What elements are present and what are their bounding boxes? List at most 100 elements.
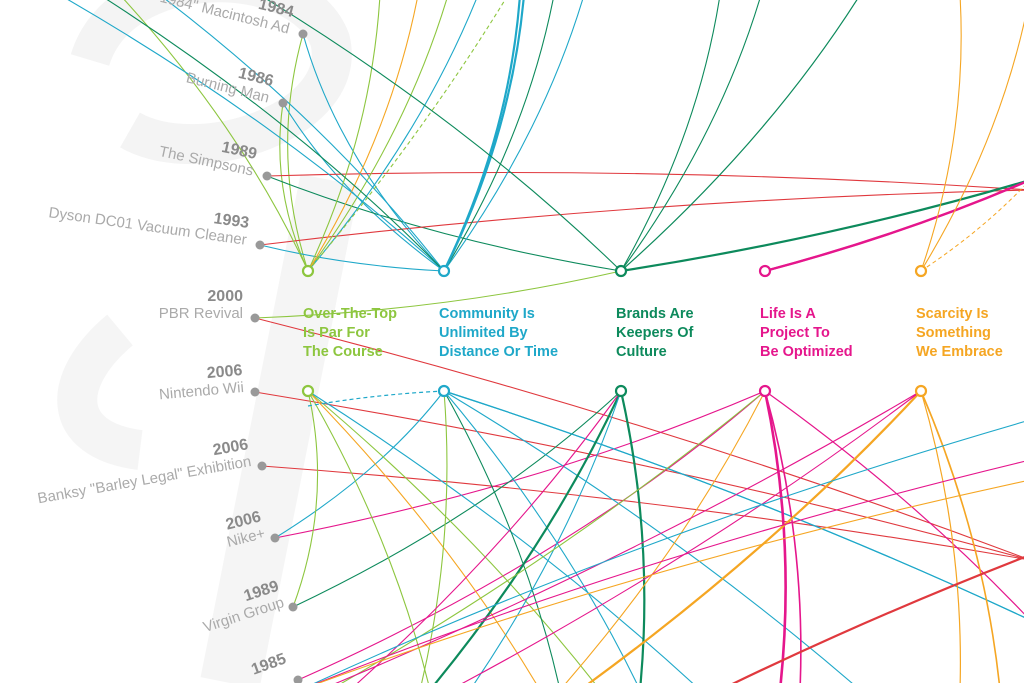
connection-line (340, 390, 766, 683)
connection-line (267, 0, 622, 272)
connection-line (307, 0, 506, 272)
connection-line (620, 0, 761, 272)
theme-label-line: Culture (616, 344, 667, 360)
connection-line (461, 390, 922, 683)
connection-line (443, 390, 559, 683)
connection-line (421, 390, 448, 683)
connection-line (106, 0, 445, 272)
theme-label: Scarcity Is Something We Embrace (916, 305, 1003, 362)
connection-line (307, 390, 445, 407)
connection-line (764, 181, 1024, 272)
event-node[interactable] (250, 387, 260, 397)
theme-node-bottom[interactable] (614, 384, 628, 398)
connection-line (274, 390, 445, 539)
connection-line (292, 390, 319, 608)
theme-label-line: Distance Or Time (439, 344, 559, 360)
theme-label-line: Community Is (439, 306, 535, 322)
theme-node-top[interactable] (437, 264, 451, 278)
connection-line (620, 0, 720, 272)
theme-node-bottom[interactable] (437, 384, 451, 398)
theme-label-line: Life Is A (760, 306, 816, 322)
connection-line (443, 390, 638, 683)
theme-label: Life Is A Project To Be Optimized (760, 305, 853, 362)
connection-line (920, 0, 962, 272)
connection-line (287, 33, 309, 272)
connection-line (302, 33, 445, 272)
theme-node-top[interactable] (914, 264, 928, 278)
theme-node-bottom[interactable] (914, 384, 928, 398)
connection-line (443, 0, 584, 272)
theme-label: Over-The-Top Is Par For The Course (303, 305, 397, 362)
connection-line (920, 20, 1024, 272)
theme-node-top[interactable] (301, 264, 315, 278)
theme-label-line: We Embrace (916, 344, 1003, 360)
theme-label-line: Project To (760, 325, 830, 341)
theme-label: Brands Are Keepers Of Culture (616, 305, 694, 362)
connection-line (587, 390, 922, 683)
connection-line (274, 390, 766, 539)
theme-label-line: Unlimited By (439, 325, 528, 341)
theme-node-top[interactable] (758, 264, 772, 278)
connection-line (335, 390, 922, 683)
connection-line (317, 480, 1024, 683)
connection-line (316, 460, 1024, 683)
connection-line (619, 390, 646, 683)
event-node[interactable] (293, 675, 303, 683)
connection-line (443, 0, 525, 272)
event-node[interactable] (262, 171, 272, 181)
theme-label-line: Something (916, 325, 991, 341)
connection-line (307, 390, 537, 683)
connection-line (259, 189, 1024, 246)
connection-line (313, 421, 1024, 683)
theme-label-line: Be Optimized (760, 344, 853, 360)
connection-line (920, 390, 961, 683)
connection-line (67, 0, 445, 272)
connection-line (266, 171, 1024, 191)
connection-line (443, 390, 1024, 618)
connection-line (443, 390, 853, 683)
connection-line (474, 390, 622, 683)
theme-label-line: Brands Are (616, 306, 694, 322)
event-node[interactable] (278, 98, 288, 108)
connection-line (434, 390, 622, 683)
connection-line (279, 102, 309, 272)
connection-line (307, 390, 596, 683)
connection-line (443, 0, 554, 272)
connection-line (763, 390, 787, 683)
connection-line (620, 0, 858, 272)
connection-line (254, 391, 1024, 559)
connection-line (920, 390, 1001, 683)
event-label: 2000 PBR Revival (159, 288, 243, 322)
connection-line (307, 0, 448, 272)
connection-line (254, 270, 622, 319)
connection-line (565, 390, 766, 683)
connection-line (920, 185, 1024, 272)
connection-line (165, 0, 445, 272)
connection-line (123, 0, 309, 272)
event-name: PBR Revival (158, 305, 243, 322)
event-node[interactable] (298, 29, 308, 39)
theme-label-line: Over-The-Top (303, 306, 397, 322)
connection-line (307, 0, 418, 272)
theme-label-line: Is Par For (303, 325, 370, 341)
theme-node-top[interactable] (614, 264, 628, 278)
theme-label-line: Keepers Of (616, 325, 694, 341)
event-node[interactable] (255, 240, 265, 250)
event-node[interactable] (288, 602, 298, 612)
connection-line (261, 465, 1024, 560)
theme-node-bottom[interactable] (758, 384, 772, 398)
connection-line (307, 0, 381, 272)
connection-line (764, 390, 1024, 615)
theme-node-bottom[interactable] (301, 384, 315, 398)
event-node[interactable] (257, 461, 267, 471)
connection-line (282, 102, 445, 272)
connection-line (731, 556, 1024, 683)
connection-line (297, 390, 766, 681)
theme-label-line: Scarcity Is (916, 306, 989, 322)
event-node[interactable] (270, 533, 280, 543)
connection-line (292, 390, 622, 608)
event-node[interactable] (250, 313, 260, 323)
connection-line (307, 390, 429, 683)
connection-line (266, 175, 622, 272)
